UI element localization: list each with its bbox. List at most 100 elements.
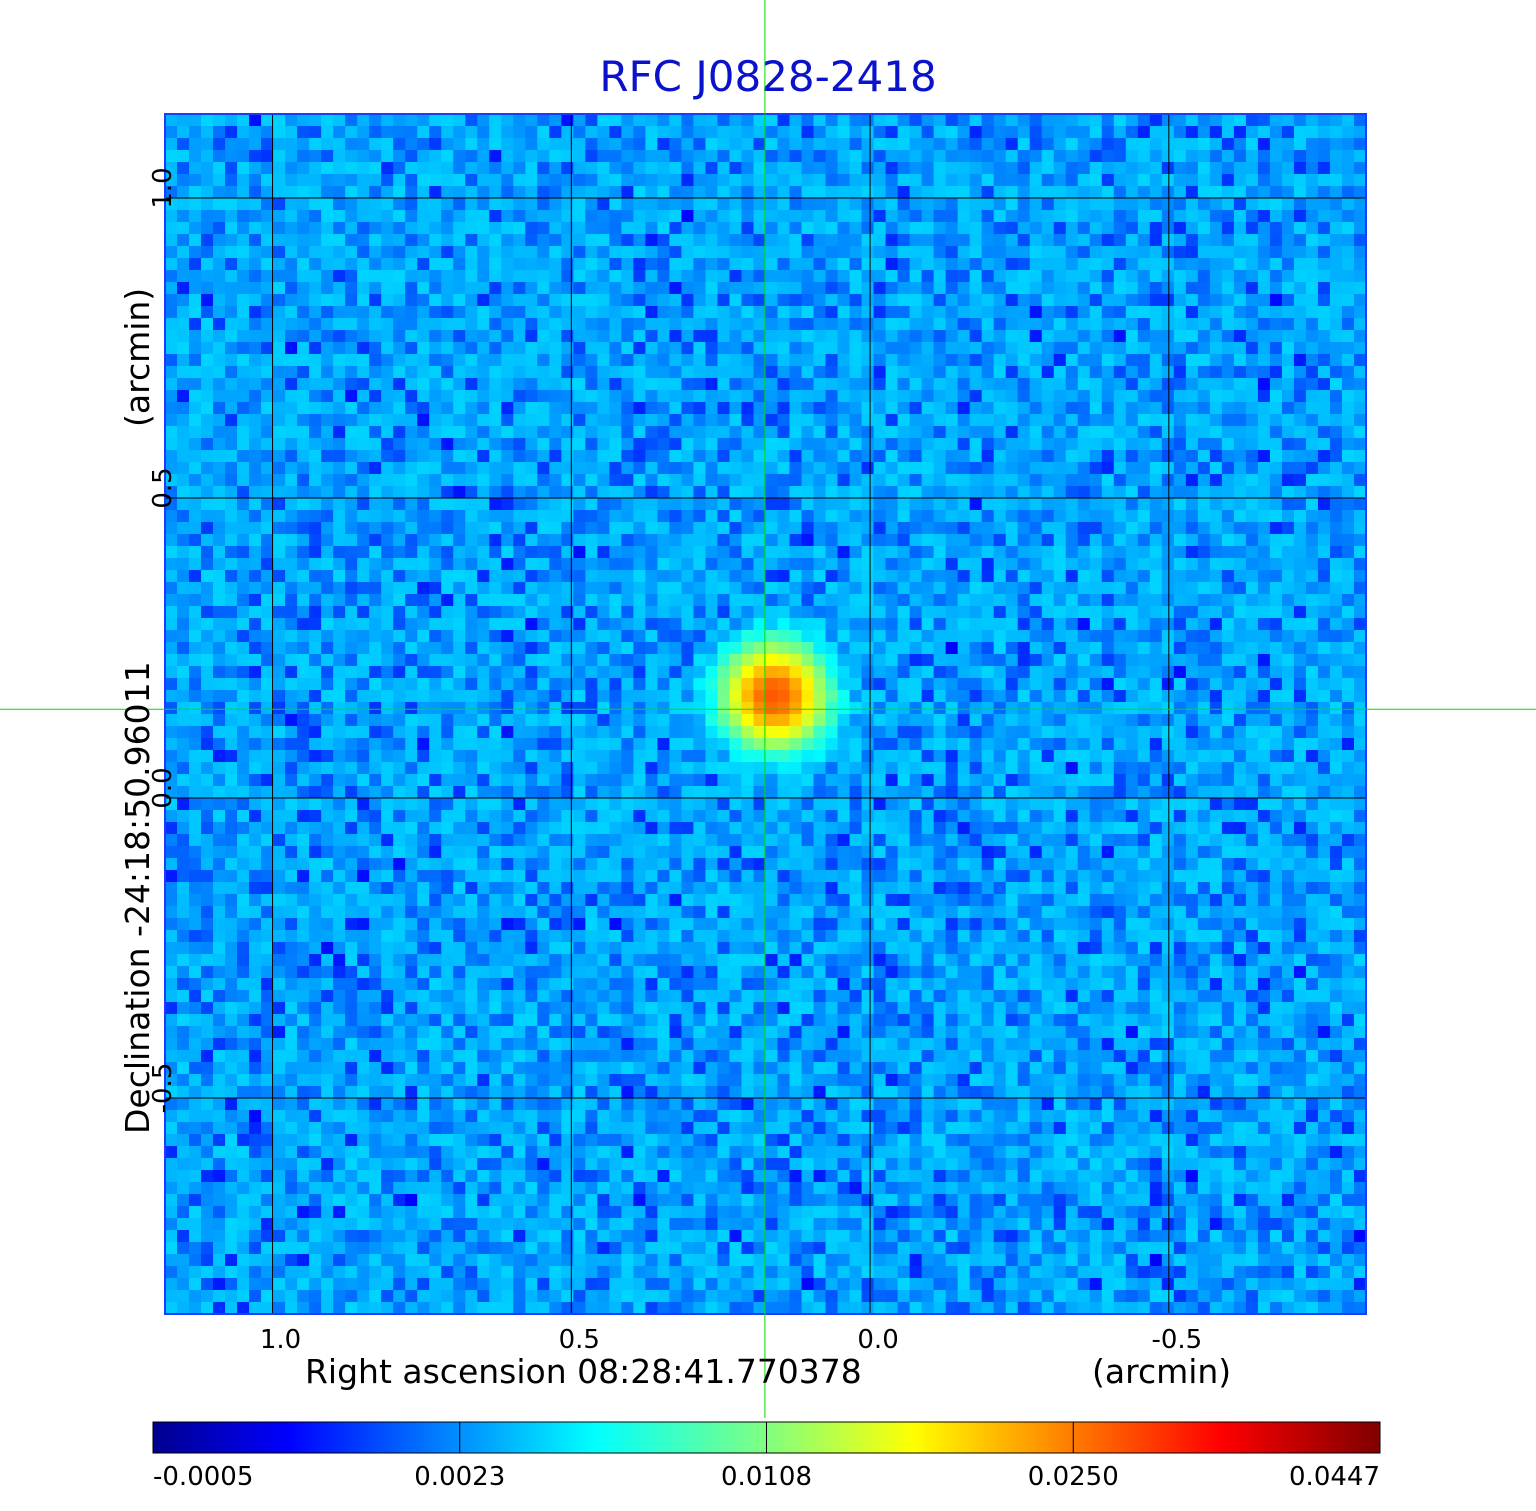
heatmap-cell — [645, 1050, 659, 1063]
heatmap-cell — [669, 1146, 683, 1159]
heatmap-cell — [165, 894, 178, 907]
heatmap-cell — [657, 450, 671, 463]
heatmap-cell — [477, 690, 490, 703]
heatmap-cell — [417, 582, 430, 595]
heatmap-cell — [609, 1194, 622, 1207]
heatmap-cell — [213, 930, 226, 943]
heatmap-cell — [609, 1182, 622, 1195]
heatmap-cell — [645, 1230, 659, 1243]
heatmap-cell — [213, 1134, 226, 1147]
heatmap-cell — [225, 354, 238, 367]
heatmap-cell — [201, 330, 214, 343]
heatmap-cell — [417, 930, 430, 943]
heatmap-cell — [573, 558, 586, 571]
heatmap-cell — [177, 1098, 190, 1111]
heatmap-cell — [573, 1290, 586, 1303]
heatmap-cell — [453, 450, 466, 463]
heatmap-cell — [729, 1290, 743, 1303]
heatmap-cell — [297, 378, 310, 391]
heatmap-cell — [561, 210, 574, 223]
heatmap-cell — [201, 1266, 214, 1279]
heatmap-cell — [405, 366, 418, 379]
heatmap-cell — [201, 966, 214, 979]
heatmap-cell — [513, 1146, 526, 1159]
heatmap-cell — [513, 930, 526, 943]
heatmap-cell — [489, 378, 502, 391]
heatmap-cell — [681, 1062, 695, 1075]
heatmap-cell — [261, 1002, 274, 1015]
heatmap-cell — [609, 930, 622, 943]
heatmap-cell — [501, 138, 514, 151]
heatmap-cell — [681, 1170, 695, 1183]
heatmap-cell — [285, 798, 298, 811]
heatmap-cell — [285, 498, 298, 511]
heatmap-cell — [441, 834, 454, 847]
heatmap-cell — [741, 570, 755, 583]
heatmap-cell — [261, 654, 274, 667]
heatmap-cell — [177, 126, 190, 139]
heatmap-cell — [357, 174, 370, 187]
heatmap-cell — [741, 702, 755, 715]
heatmap-cell — [537, 1134, 550, 1147]
heatmap-cell — [357, 594, 370, 607]
heatmap-cell — [513, 1230, 526, 1243]
heatmap-cell — [417, 618, 430, 631]
heatmap-cell — [441, 1302, 454, 1315]
heatmap-cell — [165, 642, 178, 655]
heatmap-cell — [477, 1206, 490, 1219]
heatmap-cell — [165, 522, 178, 535]
heatmap-cell — [441, 1110, 454, 1123]
heatmap-cell — [513, 1302, 526, 1315]
heatmap-cell — [453, 318, 466, 331]
heatmap-cell — [237, 1086, 250, 1099]
heatmap-cell — [549, 738, 562, 751]
heatmap-cell — [381, 570, 394, 583]
heatmap-cell — [573, 774, 586, 787]
heatmap-cell — [225, 366, 238, 379]
heatmap-cell — [393, 858, 406, 871]
heatmap-cell — [477, 522, 490, 535]
heatmap-cell — [465, 390, 478, 403]
heatmap-cell — [189, 990, 202, 1003]
heatmap-cell — [573, 1122, 586, 1135]
heatmap-cell — [381, 1170, 394, 1183]
heatmap-cell — [441, 966, 454, 979]
heatmap-cell — [417, 666, 430, 679]
heatmap-cell — [249, 942, 262, 955]
heatmap-cell — [717, 342, 731, 355]
heatmap-cell — [321, 198, 334, 211]
heatmap-cell — [501, 426, 514, 439]
heatmap-cell — [165, 246, 178, 259]
heatmap-cell — [693, 594, 707, 607]
heatmap-cell — [165, 738, 178, 751]
heatmap-cell — [225, 486, 238, 499]
heatmap-cell — [537, 930, 550, 943]
heatmap-cell — [465, 174, 478, 187]
heatmap-cell — [453, 1194, 466, 1207]
heatmap-cell — [501, 774, 514, 787]
heatmap-cell — [165, 654, 178, 667]
heatmap-cell — [669, 306, 683, 319]
heatmap-cell — [261, 834, 274, 847]
heatmap-cell — [657, 1218, 671, 1231]
heatmap-cell — [501, 186, 514, 199]
heatmap-cell — [489, 1290, 502, 1303]
heatmap-cell — [249, 762, 262, 775]
heatmap-cell — [477, 414, 490, 427]
heatmap-cell — [573, 930, 586, 943]
heatmap-cell — [573, 162, 586, 175]
heatmap-cell — [369, 1134, 382, 1147]
heatmap-cell — [513, 822, 526, 835]
heatmap-cell — [213, 1014, 226, 1027]
heatmap-cell — [753, 1242, 767, 1255]
heatmap-cell — [273, 366, 286, 379]
heatmap-cell — [417, 246, 430, 259]
heatmap-cell — [177, 1146, 190, 1159]
heatmap-cell — [309, 810, 322, 823]
heatmap-cell — [345, 642, 358, 655]
heatmap-cell — [417, 438, 430, 451]
heatmap-cell — [189, 1134, 202, 1147]
heatmap-cell — [669, 462, 683, 475]
heatmap-cell — [453, 354, 466, 367]
heatmap-cell — [645, 426, 659, 439]
